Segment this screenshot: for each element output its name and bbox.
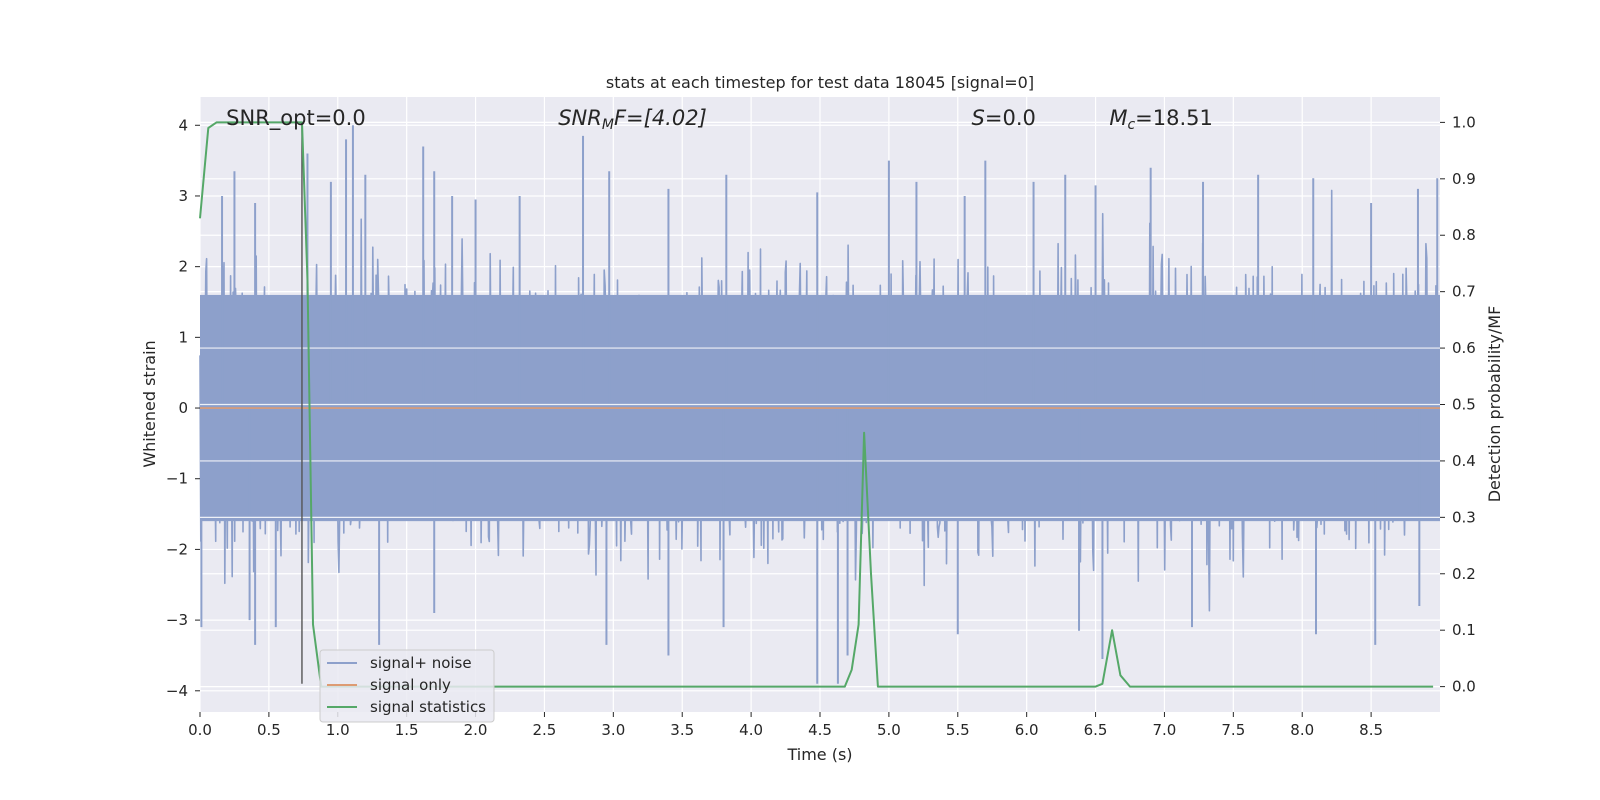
x-axis-title: Time (s) xyxy=(786,745,852,764)
y-tick-label-2: 2 xyxy=(178,258,188,276)
x-tick-label-8: 4.0 xyxy=(739,721,763,739)
y2-tick-label-4: 0.6 xyxy=(1452,339,1476,357)
x-tick-label-15: 7.5 xyxy=(1221,721,1245,739)
y-tick-label-4: 0 xyxy=(178,399,188,417)
y-tick-label-3: 1 xyxy=(178,328,188,346)
y-axis-title: Whitened strain xyxy=(140,340,159,467)
legend-box xyxy=(319,649,495,723)
x-tick-label-1: 0.5 xyxy=(257,721,281,739)
annotation-snr-mf: SNRMF=[4.02] xyxy=(558,106,707,133)
x-tick-label-7: 3.5 xyxy=(670,721,694,739)
chart-title: stats at each timestep for test data 180… xyxy=(606,73,1034,92)
y2-tick-label-5: 0.5 xyxy=(1452,396,1476,414)
annotation-mc-value: Mc=18.51 xyxy=(1109,106,1213,133)
y2-tick-label-7: 0.3 xyxy=(1452,508,1476,526)
y2-tick-label-3: 0.7 xyxy=(1452,283,1476,301)
x-tick-label-14: 7.0 xyxy=(1153,721,1177,739)
annotation-snr-opt: SNR_opt=0.0 xyxy=(226,106,366,131)
x-tick-label-5: 2.5 xyxy=(533,721,557,739)
y2-tick-label-2: 0.8 xyxy=(1452,226,1476,244)
x-tick-label-10: 5.0 xyxy=(877,721,901,739)
y-tick-label-6: −2 xyxy=(166,540,188,558)
y2-axis-title: Detection probability/MF xyxy=(1485,306,1504,503)
y-tick-label-5: −1 xyxy=(166,470,188,488)
annotation-s-value: S=0.0 xyxy=(972,106,1036,130)
legend: signal+ noise signal only signal statist… xyxy=(319,649,495,723)
y-tick-label-8: −4 xyxy=(166,682,188,700)
x-tick-label-6: 3.0 xyxy=(601,721,625,739)
y2-tick-label-8: 0.2 xyxy=(1452,565,1476,583)
y2-tick-label-1: 0.9 xyxy=(1452,170,1476,188)
x-tick-label-13: 6.5 xyxy=(1084,721,1108,739)
y2-tick-label-6: 0.4 xyxy=(1452,452,1476,470)
x-tick-label-3: 1.5 xyxy=(395,721,419,739)
y-tick-label-0: 4 xyxy=(178,116,188,134)
x-tick-label-0: 0.0 xyxy=(188,721,212,739)
signal-statistics-series xyxy=(199,121,1434,688)
legend-label-signal-only: signal only xyxy=(370,676,451,694)
x-tick-label-9: 4.5 xyxy=(808,721,832,739)
signal-statistics-line xyxy=(199,121,1434,688)
x-tick-label-4: 2.0 xyxy=(464,721,488,739)
y2-tick-label-0: 1.0 xyxy=(1452,113,1476,131)
y2-tick-label-10: 0.0 xyxy=(1452,678,1476,696)
y-tick-label-7: −3 xyxy=(166,611,188,629)
x-tick-label-11: 5.5 xyxy=(946,721,970,739)
y2-tick-label-9: 0.1 xyxy=(1452,621,1476,639)
x-tick-label-12: 6.0 xyxy=(1015,721,1039,739)
annotations: SNR_opt=0.0 SNRMF=[4.02] S=0.0 Mc=18.51 xyxy=(226,106,1213,133)
x-tick-label-2: 1.0 xyxy=(326,721,350,739)
legend-label-signal-noise: signal+ noise xyxy=(370,654,472,672)
x-tick-label-16: 8.0 xyxy=(1290,721,1314,739)
x-tick-label-17: 8.5 xyxy=(1359,721,1383,739)
y-tick-label-1: 3 xyxy=(178,187,188,205)
legend-label-signal-statistics: signal statistics xyxy=(370,698,486,716)
tick-labels: 0.0 0.5 1.0 1.5 2.0 2.5 3.0 3.5 4.0 4.5 5.0 5.5 6.0 6… xyxy=(166,113,1476,739)
